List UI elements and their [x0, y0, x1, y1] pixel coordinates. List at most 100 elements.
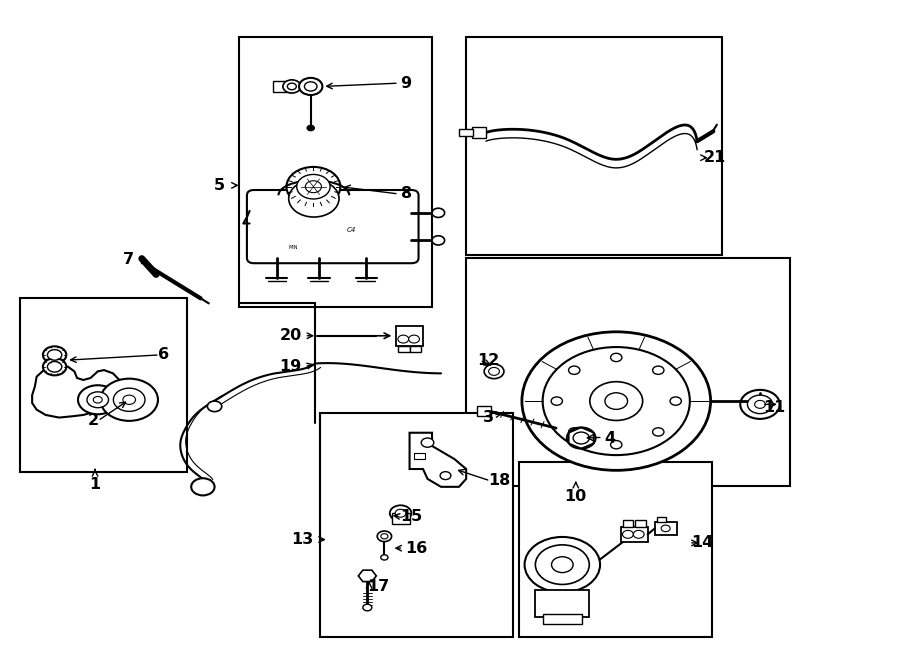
Text: 4: 4 [605, 431, 616, 446]
Bar [414, 453, 425, 459]
Bar [410, 346, 421, 352]
Circle shape [421, 438, 434, 447]
Circle shape [634, 530, 644, 538]
Circle shape [43, 346, 67, 364]
Circle shape [610, 353, 622, 362]
Bar [621, 527, 648, 541]
Circle shape [543, 347, 689, 455]
Circle shape [289, 180, 339, 217]
Circle shape [304, 82, 317, 91]
Circle shape [48, 350, 62, 360]
Circle shape [123, 395, 136, 405]
Text: 9: 9 [400, 75, 411, 91]
Circle shape [297, 175, 330, 199]
Bar [623, 520, 634, 527]
Circle shape [43, 358, 67, 375]
Circle shape [363, 604, 372, 611]
Circle shape [605, 393, 627, 409]
Text: 5: 5 [214, 178, 225, 193]
Circle shape [307, 126, 314, 131]
Bar [536, 590, 590, 617]
Circle shape [551, 397, 562, 405]
Text: 6: 6 [158, 348, 169, 362]
Circle shape [652, 366, 664, 374]
Bar [398, 346, 410, 352]
Circle shape [567, 428, 596, 449]
Bar [543, 614, 582, 624]
Circle shape [747, 395, 772, 414]
Text: 1: 1 [89, 477, 101, 492]
Bar [273, 81, 292, 92]
Circle shape [522, 332, 711, 471]
Circle shape [432, 208, 445, 217]
Text: 21: 21 [704, 150, 725, 165]
Bar [238, 37, 432, 307]
Circle shape [536, 545, 590, 584]
Text: 20: 20 [280, 329, 302, 343]
Circle shape [390, 505, 411, 521]
Circle shape [48, 362, 62, 372]
Text: 13: 13 [292, 532, 313, 547]
Circle shape [299, 78, 322, 95]
Text: 12: 12 [477, 353, 500, 368]
Circle shape [381, 533, 388, 539]
Circle shape [94, 397, 103, 403]
Circle shape [610, 440, 622, 449]
Text: C4: C4 [346, 227, 356, 233]
Circle shape [305, 180, 321, 192]
Circle shape [377, 531, 392, 541]
Text: 2: 2 [87, 413, 99, 428]
Bar [472, 128, 486, 138]
Bar [635, 520, 646, 527]
Bar [477, 406, 491, 416]
Text: 17: 17 [367, 579, 390, 594]
Bar [466, 37, 723, 254]
Circle shape [525, 537, 600, 592]
Circle shape [101, 379, 158, 421]
Circle shape [395, 509, 406, 517]
Circle shape [623, 530, 634, 538]
Circle shape [113, 388, 145, 411]
Circle shape [652, 428, 664, 436]
Bar [320, 413, 513, 637]
Bar [396, 326, 423, 346]
Bar [466, 258, 789, 486]
Circle shape [381, 555, 388, 560]
Text: 19: 19 [280, 360, 302, 374]
Text: 8: 8 [400, 186, 411, 202]
Text: 3: 3 [483, 410, 494, 425]
Circle shape [754, 401, 765, 408]
Circle shape [409, 335, 419, 343]
Circle shape [569, 428, 580, 436]
Text: 10: 10 [564, 488, 587, 504]
Circle shape [398, 335, 409, 343]
Text: 14: 14 [691, 535, 713, 551]
Circle shape [569, 366, 580, 374]
Bar [519, 463, 713, 637]
Bar [21, 297, 186, 473]
Text: 18: 18 [489, 473, 511, 488]
Text: 11: 11 [762, 399, 785, 414]
Circle shape [440, 472, 451, 480]
FancyBboxPatch shape [247, 190, 418, 263]
Circle shape [741, 390, 779, 419]
Bar [657, 516, 666, 522]
Circle shape [191, 479, 214, 495]
Circle shape [87, 392, 109, 408]
Circle shape [484, 364, 504, 379]
Circle shape [552, 557, 573, 572]
Circle shape [78, 385, 118, 414]
Text: 16: 16 [405, 541, 428, 556]
Bar [459, 130, 473, 136]
Circle shape [590, 381, 643, 420]
Circle shape [489, 368, 500, 375]
Text: 7: 7 [122, 252, 134, 267]
Circle shape [662, 525, 670, 531]
Circle shape [207, 401, 221, 412]
Circle shape [286, 167, 340, 206]
Circle shape [283, 80, 301, 93]
Text: 15: 15 [400, 509, 423, 524]
Circle shape [573, 432, 590, 444]
Circle shape [670, 397, 681, 405]
Bar [392, 513, 410, 524]
